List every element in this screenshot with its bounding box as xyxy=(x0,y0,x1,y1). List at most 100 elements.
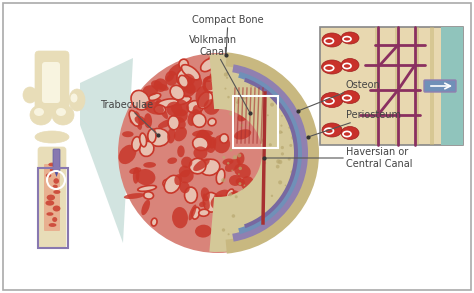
Ellipse shape xyxy=(52,105,74,125)
Circle shape xyxy=(263,220,266,223)
Circle shape xyxy=(266,91,269,94)
Ellipse shape xyxy=(48,163,56,166)
Ellipse shape xyxy=(340,91,359,103)
Circle shape xyxy=(281,152,284,156)
Ellipse shape xyxy=(234,61,246,76)
Circle shape xyxy=(283,110,284,112)
Ellipse shape xyxy=(230,205,238,212)
Ellipse shape xyxy=(341,32,359,44)
Ellipse shape xyxy=(182,74,195,86)
Ellipse shape xyxy=(34,108,44,116)
Circle shape xyxy=(280,125,283,127)
Ellipse shape xyxy=(53,205,61,212)
Text: Haversian or
Central Canal: Haversian or Central Canal xyxy=(264,147,412,169)
Ellipse shape xyxy=(53,185,58,188)
Circle shape xyxy=(308,168,310,171)
Circle shape xyxy=(224,72,228,76)
Ellipse shape xyxy=(50,168,57,172)
Ellipse shape xyxy=(219,86,228,104)
Ellipse shape xyxy=(203,80,214,90)
Circle shape xyxy=(292,135,296,140)
Ellipse shape xyxy=(189,158,206,174)
Circle shape xyxy=(228,233,229,235)
Circle shape xyxy=(238,173,240,175)
Ellipse shape xyxy=(143,85,158,96)
Ellipse shape xyxy=(189,205,196,220)
Bar xyxy=(233,96,278,148)
Ellipse shape xyxy=(205,77,219,92)
Ellipse shape xyxy=(144,113,152,128)
Ellipse shape xyxy=(220,134,228,143)
Circle shape xyxy=(281,131,283,133)
Text: Compact Bone: Compact Bone xyxy=(192,15,264,55)
Ellipse shape xyxy=(216,169,225,184)
Ellipse shape xyxy=(147,128,169,146)
Circle shape xyxy=(250,84,253,87)
Bar xyxy=(430,27,434,145)
Ellipse shape xyxy=(321,93,343,108)
Ellipse shape xyxy=(174,117,186,129)
Ellipse shape xyxy=(179,59,188,69)
Ellipse shape xyxy=(187,100,203,113)
Wedge shape xyxy=(238,72,302,234)
Ellipse shape xyxy=(204,135,216,153)
Circle shape xyxy=(270,85,272,87)
Ellipse shape xyxy=(192,207,200,219)
Wedge shape xyxy=(244,78,298,228)
Circle shape xyxy=(308,143,312,147)
Circle shape xyxy=(294,200,296,201)
Ellipse shape xyxy=(134,111,142,130)
Ellipse shape xyxy=(188,109,200,126)
Circle shape xyxy=(281,103,283,104)
Ellipse shape xyxy=(136,169,155,185)
Ellipse shape xyxy=(200,159,220,176)
Ellipse shape xyxy=(192,137,208,151)
Ellipse shape xyxy=(141,200,150,215)
Circle shape xyxy=(292,108,293,111)
Ellipse shape xyxy=(54,178,59,184)
Ellipse shape xyxy=(155,99,162,108)
Circle shape xyxy=(263,117,266,120)
Circle shape xyxy=(288,157,291,161)
Ellipse shape xyxy=(192,130,213,137)
Ellipse shape xyxy=(140,133,146,147)
Ellipse shape xyxy=(168,63,185,76)
Ellipse shape xyxy=(193,146,208,159)
Circle shape xyxy=(241,69,245,73)
Ellipse shape xyxy=(163,179,172,188)
Ellipse shape xyxy=(195,225,212,238)
Ellipse shape xyxy=(30,105,52,125)
Wedge shape xyxy=(232,64,308,242)
Circle shape xyxy=(242,188,243,190)
Ellipse shape xyxy=(236,178,245,186)
Ellipse shape xyxy=(203,75,217,82)
Ellipse shape xyxy=(122,131,134,137)
Circle shape xyxy=(262,76,265,79)
Circle shape xyxy=(249,75,252,78)
Circle shape xyxy=(281,146,284,149)
Bar xyxy=(375,27,379,145)
Ellipse shape xyxy=(224,53,235,72)
Circle shape xyxy=(296,170,297,172)
Circle shape xyxy=(284,191,286,193)
Ellipse shape xyxy=(183,75,202,94)
Circle shape xyxy=(279,130,282,134)
Ellipse shape xyxy=(143,137,156,152)
Ellipse shape xyxy=(143,162,156,168)
Circle shape xyxy=(233,155,237,159)
Ellipse shape xyxy=(228,192,238,201)
Ellipse shape xyxy=(322,33,342,47)
Ellipse shape xyxy=(151,80,163,90)
Text: Trabeculae: Trabeculae xyxy=(100,100,158,135)
Ellipse shape xyxy=(156,84,169,91)
FancyBboxPatch shape xyxy=(38,147,66,248)
Ellipse shape xyxy=(227,62,239,75)
Ellipse shape xyxy=(208,118,216,126)
Circle shape xyxy=(240,124,243,127)
Circle shape xyxy=(261,71,263,73)
Ellipse shape xyxy=(322,123,342,137)
Ellipse shape xyxy=(321,60,343,74)
Bar xyxy=(38,168,68,248)
Circle shape xyxy=(264,162,266,164)
Ellipse shape xyxy=(234,163,251,178)
